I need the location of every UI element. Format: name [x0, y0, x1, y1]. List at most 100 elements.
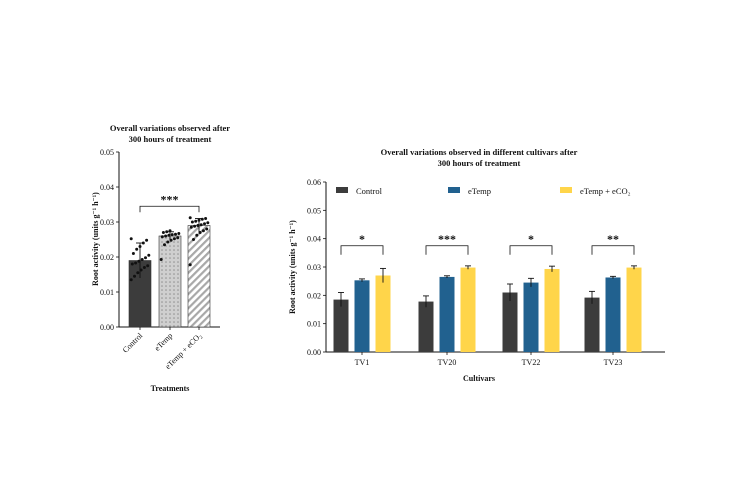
left-data-point [170, 233, 174, 237]
right-significance-bracket [340, 245, 384, 255]
right-y-tick-label: 0.01 [307, 320, 321, 329]
left-data-point [172, 237, 176, 241]
right-y-tick-label: 0.00 [307, 348, 321, 357]
left-data-point [169, 238, 173, 242]
left-y-tick-label: 0.05 [100, 148, 114, 157]
left-data-point [136, 271, 140, 275]
left-x-tick-label: eTemp [153, 331, 175, 353]
right-y-tick-label: 0.06 [307, 178, 321, 187]
left-data-point [194, 219, 198, 223]
right-significance-bracket [509, 245, 553, 255]
left-data-point [193, 224, 197, 228]
left-data-point [204, 217, 208, 220]
left-data-point [188, 263, 192, 267]
legend-label-1: eTemp [468, 186, 491, 196]
left-data-point [164, 234, 168, 238]
legend-label-2: eTemp + eCO₂ [580, 186, 631, 196]
left-data-point [145, 238, 149, 242]
left-data-point [197, 218, 201, 222]
left-y-tick-label: 0.02 [100, 253, 114, 262]
right-significance-label: ** [607, 232, 619, 246]
right-bar-etemp-eco- [626, 267, 642, 352]
left-data-point [146, 264, 150, 268]
left-data-point [133, 274, 136, 278]
left-data-point [200, 217, 204, 221]
left-data-point [177, 232, 181, 236]
legend-swatch-2 [560, 187, 572, 193]
right-bar-etemp [605, 277, 621, 352]
left-data-point [192, 238, 195, 241]
right-y-tick-label: 0.04 [307, 235, 321, 244]
left-y-tick-label: 0.03 [100, 218, 114, 227]
left-data-point [142, 266, 146, 269]
right-significance-label: * [359, 232, 365, 246]
right-bar-etemp [523, 282, 539, 352]
left-chart-title-line1: Overall variations observed after [110, 123, 230, 133]
right-significance-bracket [425, 245, 469, 255]
left-data-point [174, 232, 177, 236]
left-data-point [203, 222, 206, 226]
left-significance-bracket [139, 205, 200, 213]
right-significance-bracket [591, 245, 635, 255]
left-data-point [129, 278, 133, 282]
right-x-tick-label: TV1 [355, 358, 370, 367]
left-y-tick-label: 0.00 [100, 323, 114, 332]
left-data-point [147, 253, 151, 257]
legend-label-0: Control [356, 186, 383, 196]
left-data-point [176, 236, 180, 240]
right-x-tick-label: TV23 [604, 358, 623, 367]
left-data-point [198, 231, 202, 234]
left-y-axis-label: Root activity (units g⁻¹ h⁻¹) [91, 192, 100, 286]
left-data-point [168, 229, 172, 233]
left-data-point [190, 220, 194, 224]
left-data-point [130, 262, 134, 266]
left-data-point [167, 233, 171, 237]
left-data-point [206, 221, 210, 225]
right-y-axis-label: Root activity (units g⁻¹ h⁻¹) [288, 220, 297, 314]
left-y-tick-label: 0.01 [100, 288, 114, 297]
right-y-tick-label: 0.05 [307, 206, 321, 215]
left-data-point [131, 252, 135, 255]
right-chart-title-line1: Overall variations observed in different… [381, 147, 578, 157]
left-y-tick-label: 0.04 [100, 183, 114, 192]
left-data-point [195, 233, 199, 237]
left-data-point [141, 241, 145, 245]
right-bar-control [418, 301, 434, 352]
right-bar-etemp-eco- [544, 268, 560, 352]
right-bar-control [333, 299, 349, 352]
left-data-point [196, 224, 200, 227]
left-data-point [144, 256, 147, 260]
left-data-point [160, 235, 164, 239]
left-data-point [134, 261, 138, 265]
right-x-tick-label: TV20 [438, 358, 457, 367]
right-significance-label: *** [438, 232, 456, 246]
right-y-tick-label: 0.02 [307, 291, 321, 300]
left-data-point [165, 230, 169, 234]
left-data-point [161, 231, 165, 234]
left-data-point [189, 225, 193, 229]
right-bar-etemp [439, 276, 455, 352]
right-x-axis-label: Cultivars [463, 374, 495, 383]
left-data-point [201, 229, 205, 233]
left-data-point [140, 257, 144, 261]
left-data-point [205, 227, 209, 231]
legend-swatch-1 [448, 187, 460, 193]
left-x-axis-label: Treatments [151, 384, 190, 393]
left-data-point [138, 245, 142, 248]
left-data-point [163, 243, 166, 247]
right-bar-etemp [354, 280, 370, 352]
right-bar-control [584, 297, 600, 352]
right-bar-etemp-eco- [460, 267, 476, 352]
left-data-point [166, 240, 170, 244]
right-x-tick-label: TV22 [522, 358, 541, 367]
right-y-tick-label: 0.03 [307, 263, 321, 272]
legend-swatch-0 [336, 187, 348, 193]
left-chart-title-line2: 300 hours of treatment [129, 134, 212, 144]
right-chart-title-line2: 300 hours of treatment [438, 158, 521, 168]
right-chart: 0.00 0.01 0.02 0.03 0.04 0.05 0.06 TV1 * TV20 *** T… [307, 178, 665, 367]
left-bar [187, 225, 211, 328]
left-data-point [159, 257, 163, 261]
left-data-point [129, 237, 133, 241]
